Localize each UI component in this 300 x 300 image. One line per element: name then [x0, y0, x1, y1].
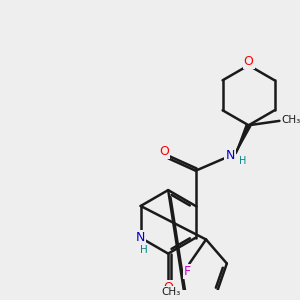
- Text: CH₃: CH₃: [282, 115, 300, 125]
- Text: N: N: [225, 149, 235, 162]
- Text: O: O: [159, 145, 169, 158]
- Polygon shape: [236, 124, 251, 153]
- Text: O: O: [163, 281, 173, 294]
- Text: O: O: [244, 55, 254, 68]
- Text: H: H: [140, 245, 148, 255]
- Text: H: H: [239, 156, 247, 166]
- Text: N: N: [136, 231, 145, 244]
- Text: CH₃: CH₃: [161, 287, 181, 297]
- Text: F: F: [184, 265, 190, 278]
